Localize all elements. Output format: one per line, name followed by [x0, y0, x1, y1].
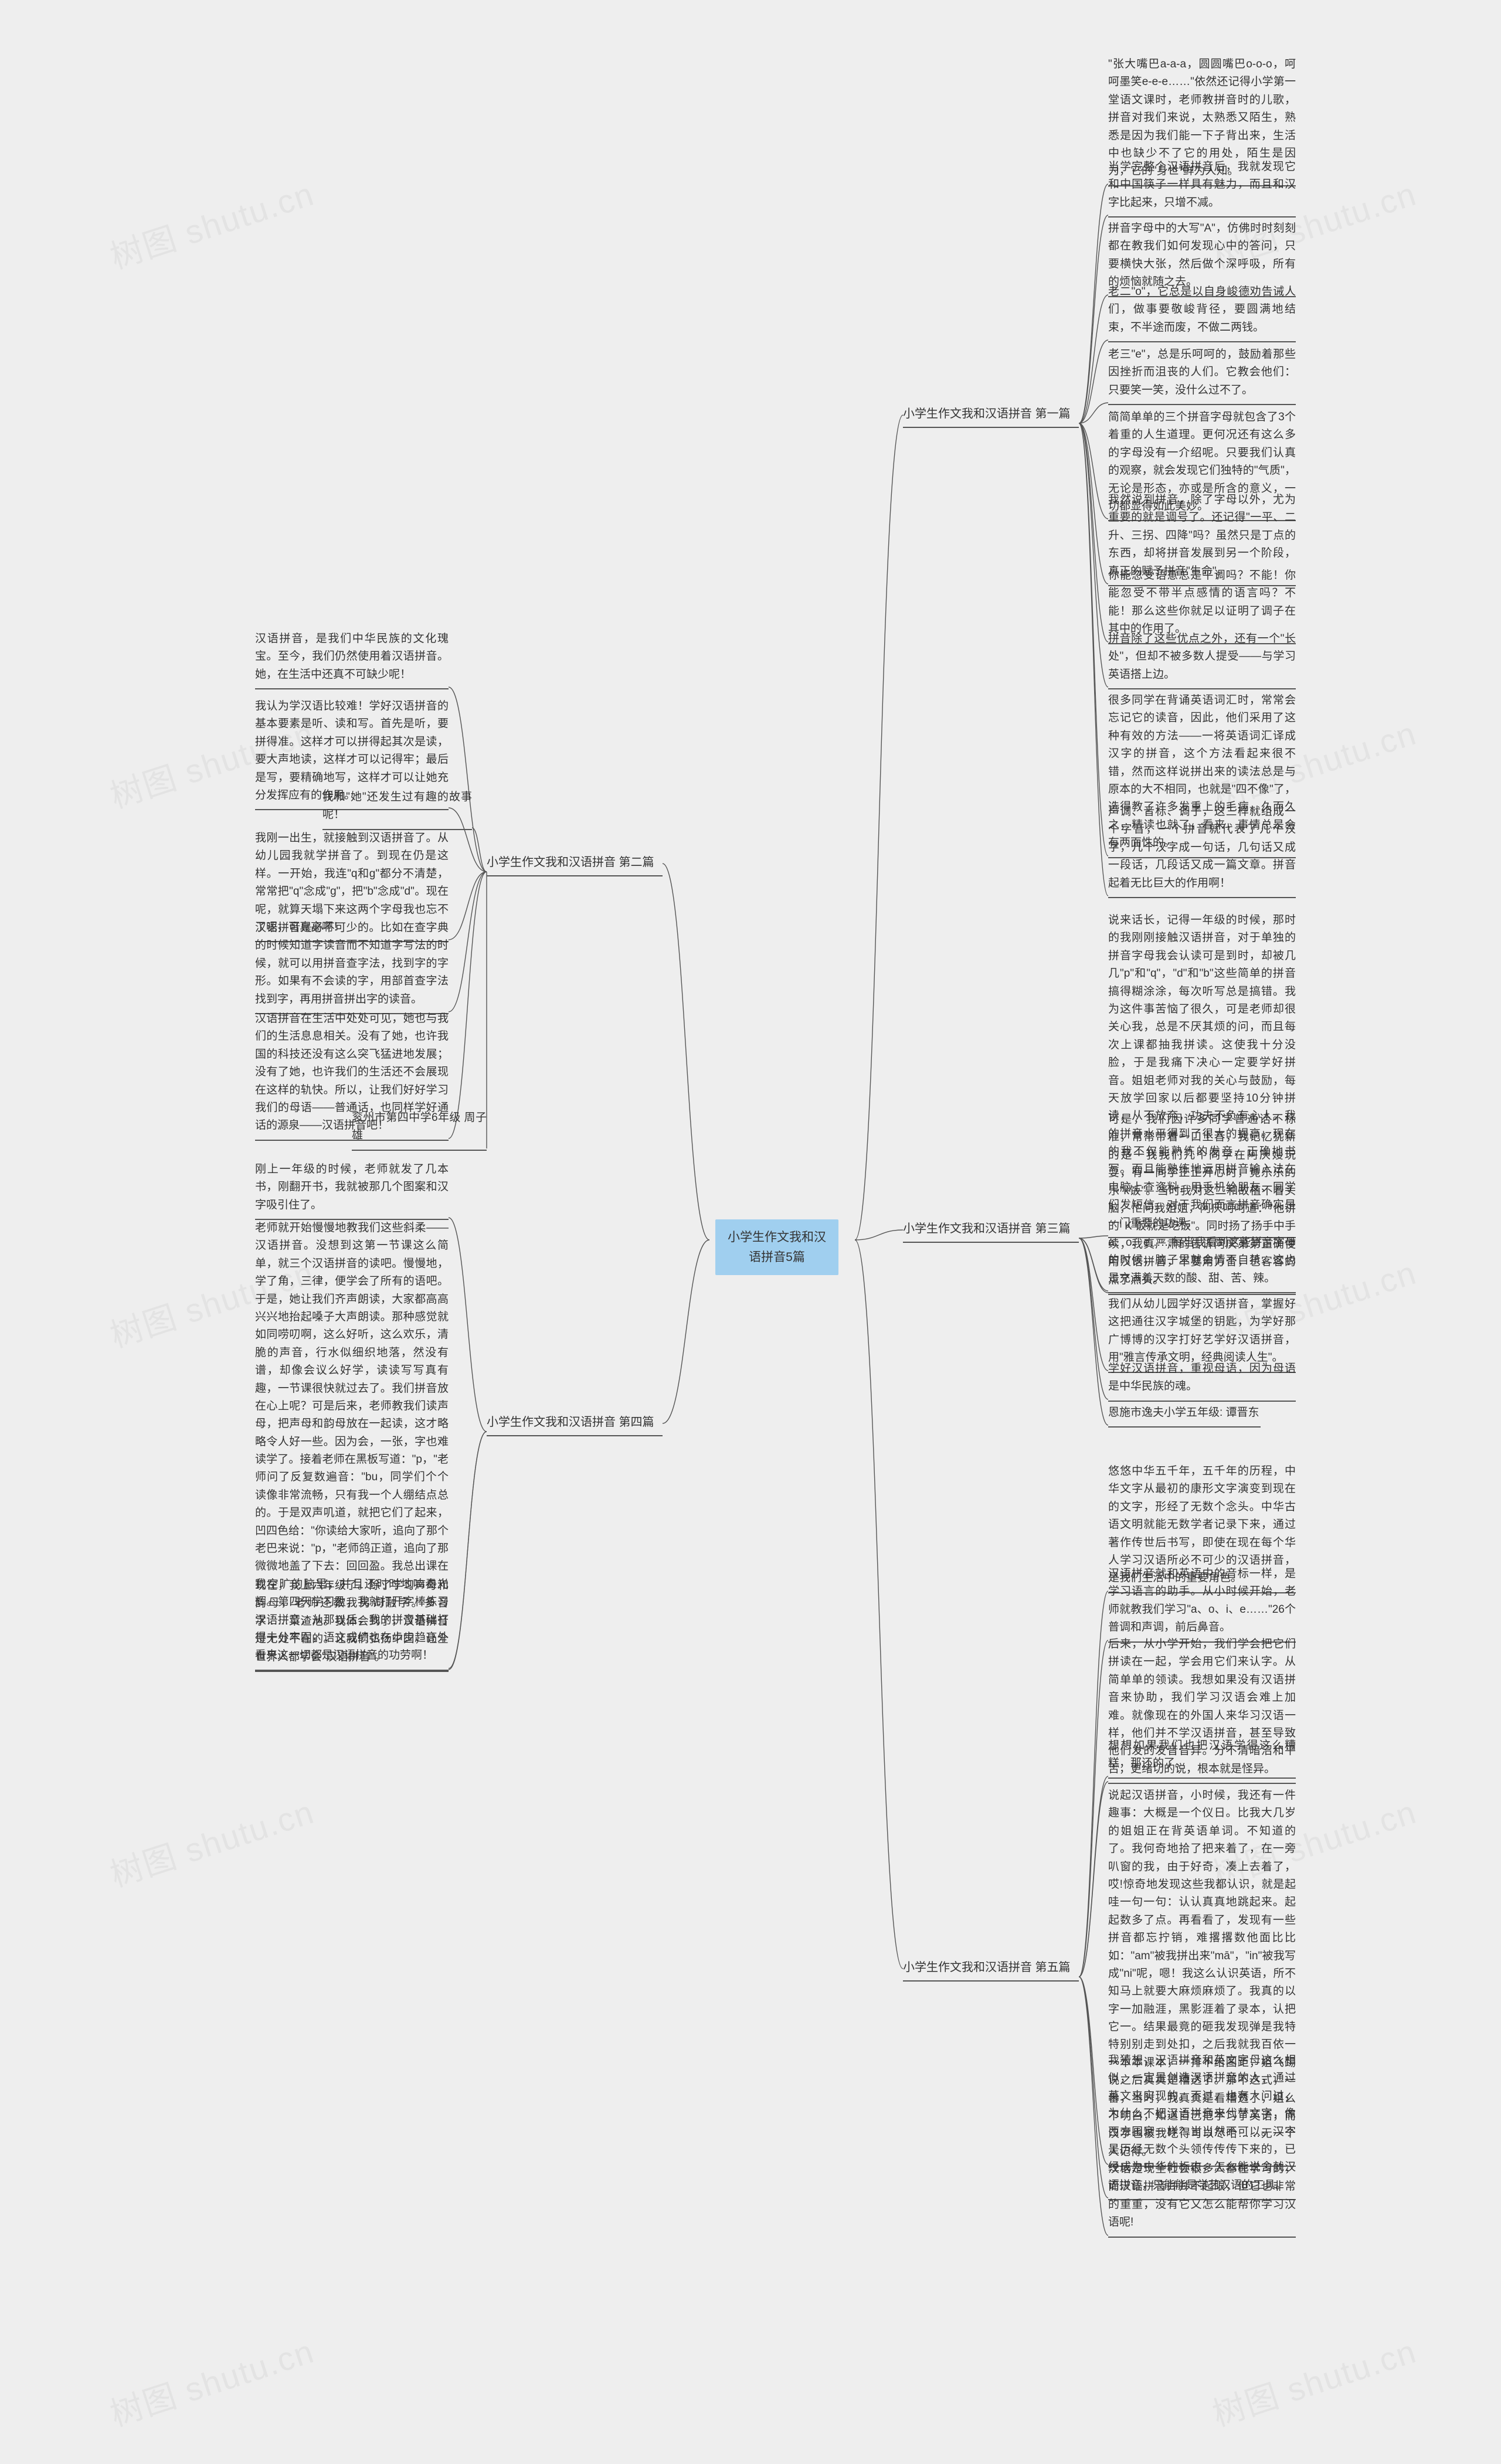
branch-node: 小学生作文我和汉语拼音 第四篇 — [487, 1413, 663, 1436]
leaf-node: 学好汉语拼音，重视母语，因为母语是中华民族的魂。 — [1108, 1360, 1296, 1402]
center-node: 小学生作文我和汉语拼音5篇 — [715, 1219, 838, 1275]
leaf-node: 拼音除了这些优点之外，还有一个"长处"，但却不被多数人提受——与学习英语搭上边。 — [1108, 630, 1296, 689]
leaf-node: 想想如果我们也把汉语学得这么糟糕，那还的了。 — [1108, 1737, 1296, 1779]
leaf-node: 老三"e"，总是乐呵呵的，鼓励着那些因挫折而沮丧的人们。它教会他们：只要笑一笑，… — [1108, 346, 1296, 405]
leaf-node: 汉语拼音就和英语中的音标一样，是学习语言的助手。从小时候开始，老师就教我们学习"… — [1108, 1565, 1296, 1643]
watermark: 树图 shutu.cn — [103, 1786, 320, 1897]
leaf-node: 现在，我上六年级了。除了学习声母和韵母，老师还教我另词融字。多音字……菜渣池。我… — [255, 1577, 449, 1672]
leaf-node: 声调、音标、调子，这三样就组成一个字音，一个拼音就代表了几个汉字，几个汉字成一句… — [1108, 803, 1296, 898]
leaf-node: 汉语是现全社会很多人都在学习的，而汉语拼音并并不起眼，但它也非常的重重，没有它又… — [1108, 2160, 1296, 2238]
leaf-node: 汉语拼音是必不可少的。比如在查字典的时候知道字读音而不知道字写法的时候，就可以用… — [255, 919, 449, 1014]
leaf-node: 刚上一年级的时候，老师就发了几本书，刚翻开书，我就被那几个图案和汉字吸引住了。 — [255, 1161, 449, 1220]
branch-node: 小学生作文我和汉语拼音 第二篇 — [487, 853, 663, 876]
leaf-node: 当学完整个汉语拼音后，我就发现它和中国筷子一样具有魅力，而且和汉字比起来，只增不… — [1108, 158, 1296, 217]
branch-node: 小学生作文我和汉语拼音 第五篇 — [903, 1958, 1079, 1982]
leaf-node: 汉语拼音，是我们中华民族的文化瑰宝。至今，我们仍然使用着汉语拼音。她，在生活中还… — [255, 630, 449, 689]
leaf-node: 我和"她"还发生过有趣的故事呢！ — [322, 789, 472, 830]
leaf-node: 老二"o"，它总是以自身峻德劝告诫人们，做事要敬峻背径，要圆满地结束，不半途而废… — [1108, 283, 1296, 342]
branch-node: 小学生作文我和汉语拼音 第一篇 — [903, 405, 1079, 428]
watermark: 树图 shutu.cn — [103, 168, 320, 278]
watermark: 树图 shutu.cn — [103, 2325, 320, 2436]
branch-node: 小学生作文我和汉语拼音 第三篇 — [903, 1219, 1079, 1243]
leaf-node: 恩施市逸夫小学五年级: 谭晋东 — [1108, 1404, 1261, 1428]
leaf-node: a、o、e……每当我看到这些拼音字母的时候，脑子里就会情不自禁，这也是充满着天数… — [1108, 1234, 1296, 1293]
leaf-node: 衮州市第四中学6年级 周子雄 — [352, 1109, 487, 1151]
watermark: 树图 shutu.cn — [1205, 2325, 1422, 2436]
